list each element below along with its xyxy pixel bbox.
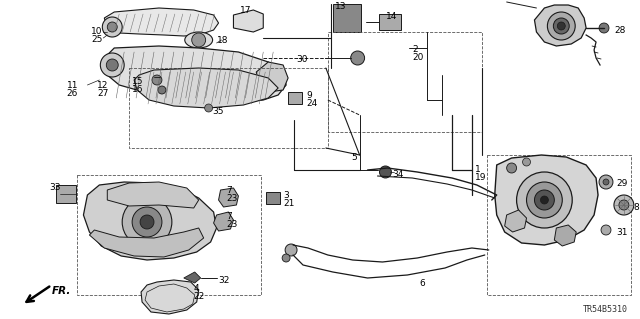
Circle shape (547, 12, 575, 40)
Text: 1: 1 (475, 165, 481, 174)
Text: 16: 16 (132, 85, 143, 94)
Circle shape (601, 225, 611, 235)
Bar (266, 192, 280, 204)
Text: FR.: FR. (52, 286, 71, 296)
Text: 34: 34 (392, 170, 404, 179)
Text: 31: 31 (616, 228, 627, 237)
Bar (333, 4, 360, 32)
Polygon shape (234, 10, 263, 32)
Text: 35: 35 (212, 107, 224, 116)
Text: 19: 19 (475, 173, 486, 182)
Polygon shape (534, 5, 586, 46)
Text: 13: 13 (335, 2, 346, 11)
Circle shape (619, 200, 629, 210)
Circle shape (516, 172, 572, 228)
Text: 8: 8 (634, 203, 639, 212)
Text: 18: 18 (216, 36, 228, 45)
Circle shape (527, 182, 563, 218)
Circle shape (106, 59, 118, 71)
Circle shape (282, 254, 290, 262)
Circle shape (132, 207, 162, 237)
Circle shape (100, 53, 124, 77)
Circle shape (603, 179, 609, 185)
Text: 15: 15 (132, 77, 143, 86)
Circle shape (540, 196, 548, 204)
Bar (77, 175, 261, 295)
Text: 3: 3 (283, 191, 289, 200)
Bar (129, 68, 328, 148)
Text: 20: 20 (412, 53, 424, 62)
Circle shape (351, 51, 365, 65)
Circle shape (140, 215, 154, 229)
Ellipse shape (185, 32, 212, 48)
Text: 26: 26 (67, 89, 78, 98)
Circle shape (285, 244, 297, 256)
Text: 7: 7 (227, 186, 232, 195)
Circle shape (599, 23, 609, 33)
Polygon shape (108, 182, 198, 208)
Polygon shape (554, 225, 576, 246)
Text: 6: 6 (419, 279, 425, 288)
Text: 28: 28 (614, 26, 625, 35)
Circle shape (554, 18, 569, 34)
Bar (487, 155, 631, 295)
Polygon shape (90, 228, 204, 257)
Polygon shape (141, 280, 198, 314)
Bar (288, 92, 302, 104)
Circle shape (122, 197, 172, 247)
Text: 17: 17 (241, 6, 252, 15)
Circle shape (102, 17, 122, 37)
Text: 32: 32 (218, 276, 230, 285)
Text: 33: 33 (50, 183, 61, 192)
Polygon shape (218, 188, 239, 207)
Text: 23: 23 (227, 220, 238, 229)
Circle shape (205, 104, 212, 112)
Text: 5: 5 (351, 153, 357, 162)
Text: 12: 12 (97, 81, 109, 90)
Text: 30: 30 (296, 55, 308, 64)
Polygon shape (134, 68, 278, 108)
Polygon shape (104, 46, 286, 102)
Circle shape (152, 75, 162, 85)
Circle shape (507, 163, 516, 173)
Circle shape (599, 175, 613, 189)
Circle shape (534, 190, 554, 210)
Bar (56, 185, 76, 203)
Text: 23: 23 (227, 194, 238, 203)
Circle shape (108, 22, 117, 32)
Bar (328, 32, 482, 132)
Text: 21: 21 (283, 199, 294, 208)
Circle shape (522, 158, 531, 166)
Circle shape (557, 22, 565, 30)
Text: 2: 2 (412, 45, 418, 54)
Text: 4: 4 (194, 284, 199, 293)
Text: 27: 27 (97, 89, 109, 98)
Polygon shape (184, 272, 201, 283)
Text: 9: 9 (306, 91, 312, 100)
Polygon shape (214, 212, 234, 231)
Text: 10: 10 (92, 27, 103, 36)
Circle shape (614, 195, 634, 215)
Text: 14: 14 (385, 12, 397, 21)
Polygon shape (83, 182, 216, 260)
Bar (380, 14, 401, 30)
Polygon shape (495, 155, 598, 245)
Circle shape (158, 86, 166, 94)
Text: TR54B5310: TR54B5310 (583, 305, 628, 314)
Text: 29: 29 (616, 179, 627, 188)
Circle shape (192, 33, 205, 47)
Polygon shape (256, 62, 288, 92)
Polygon shape (104, 8, 218, 36)
Text: 24: 24 (306, 99, 317, 108)
Text: 22: 22 (194, 292, 205, 301)
Text: 25: 25 (92, 35, 103, 44)
Text: 11: 11 (67, 81, 78, 90)
Polygon shape (505, 210, 527, 232)
Text: 7: 7 (227, 212, 232, 221)
Circle shape (380, 166, 392, 178)
